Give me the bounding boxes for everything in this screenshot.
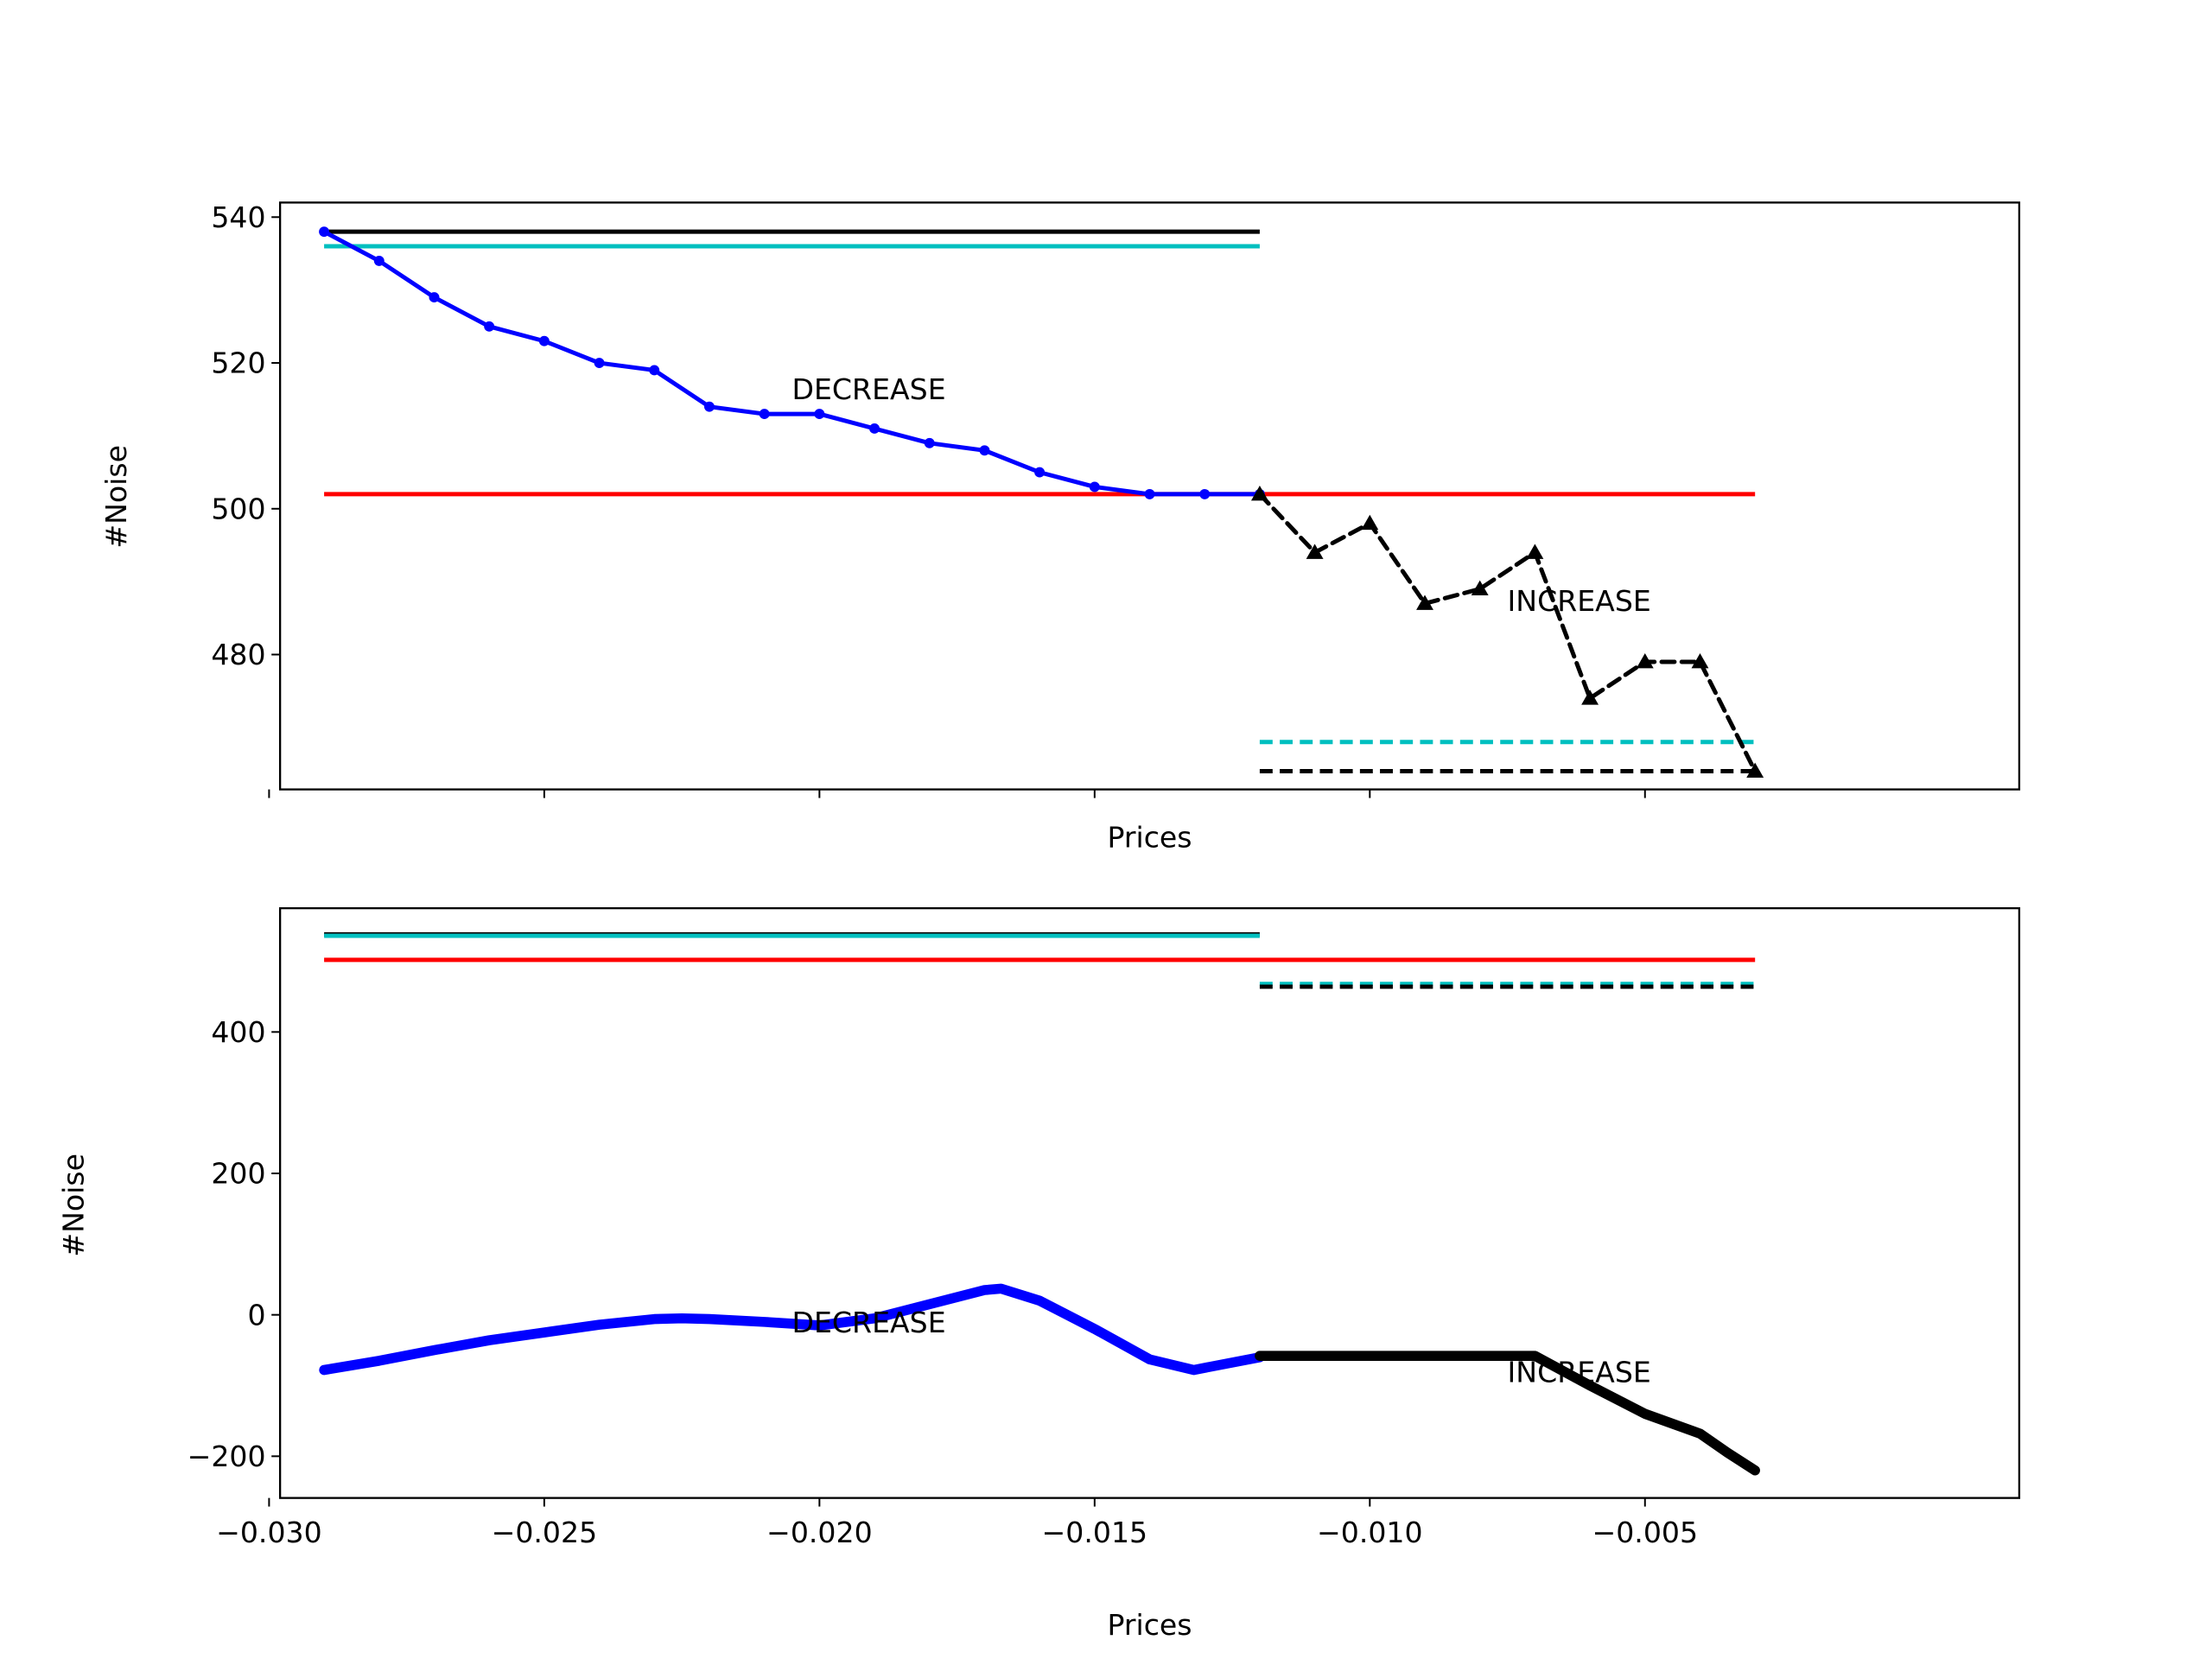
bottom-plot-xtick-label: −0.015 [1042, 1516, 1148, 1549]
bottom-plot-xlabel: Prices [1107, 1608, 1192, 1642]
bottom-plot-annotation-decrease: DECREASE [792, 1306, 946, 1339]
top-plot-ytick-label: 540 [211, 200, 265, 234]
bottom-plot-annotation-increase: INCREASE [1508, 1355, 1651, 1389]
top-plot-increase-point [1471, 580, 1489, 596]
top-plot-decrease-point [1089, 481, 1100, 493]
top-plot-ytick-label: 500 [211, 492, 265, 525]
top-plot-increase-point [1526, 543, 1544, 559]
top-plot-decrease-point [319, 226, 330, 238]
bottom-plot-ytick-label: −200 [188, 1440, 266, 1473]
top-plot-decrease-point [704, 401, 715, 412]
top-plot-decrease-point [1199, 488, 1211, 499]
top-plot-increase-point [1250, 485, 1268, 501]
bottom-plot-panel: Prices #Noise −0.030 −0.025 −0.020 −0.015 −0… [56, 906, 2021, 1642]
top-plot-data-area [319, 226, 1764, 778]
bottom-plot-data-area [319, 931, 1760, 1476]
bottom-plot-marks: −0.030 −0.025 −0.020 −0.015 −0.010 −0.005 −200… [188, 931, 1760, 1549]
top-plot-annotation-decrease: DECREASE [792, 372, 946, 406]
bottom-plot-xtick-label: −0.010 [1317, 1516, 1423, 1549]
top-plot-increase-line [1257, 492, 1758, 774]
top-plot-decrease-line [321, 229, 1262, 497]
top-plot-decrease-point [373, 255, 385, 266]
bottom-plot-xtick-label: −0.005 [1592, 1516, 1698, 1549]
top-plot-frame [278, 201, 2021, 791]
top-plot-increase-point [1306, 543, 1324, 559]
top-plot-decrease-point [594, 358, 605, 368]
bottom-plot-ytick-label: 400 [211, 1015, 265, 1049]
bottom-plot-ytick-label: 200 [211, 1157, 265, 1191]
top-plot-increase-point [1416, 594, 1433, 610]
top-plot-decrease-point [484, 321, 495, 332]
bottom-plot-xtick-label: −0.020 [766, 1516, 873, 1549]
top-plot-ylabel: #Noise [99, 445, 133, 549]
top-plot-annotation-increase: INCREASE [1508, 584, 1651, 618]
top-plot-decrease-point [869, 423, 880, 434]
bottom-plot-decrease-line [319, 1283, 1265, 1376]
bottom-plot-xtick-label: −0.030 [216, 1516, 322, 1549]
top-plot-increase-point [1691, 653, 1709, 669]
top-plot-decrease-point [814, 409, 825, 420]
top-plot-panel: Prices #Noise 480 500 520 540 DECREASE INCREA… [99, 200, 2021, 855]
bottom-plot-increase-line [1255, 1351, 1760, 1476]
top-plot-decrease-point [759, 409, 770, 420]
bottom-plot-ylabel: #Noise [56, 1154, 90, 1257]
bottom-plot-ytick-label: 0 [247, 1298, 265, 1332]
top-plot-ytick-label: 520 [211, 346, 265, 380]
top-plot-ytick-label: 480 [211, 638, 265, 671]
top-plot-decrease-point [1034, 467, 1046, 478]
bottom-plot-xtick-label: −0.025 [492, 1516, 598, 1549]
top-plot-increase-point [1581, 690, 1599, 705]
top-plot-decrease-point [649, 365, 660, 376]
top-plot-decrease-point [429, 292, 440, 303]
bottom-plot-frame [278, 906, 2021, 1499]
top-plot-xlabel: Prices [1107, 821, 1192, 855]
top-plot-marks: 480 500 520 540 DECREASE INCREASE [211, 200, 1764, 798]
top-plot-increase-point [1636, 653, 1654, 669]
top-plot-decrease-point [1144, 488, 1155, 499]
top-plot-increase-point [1361, 514, 1379, 531]
top-plot-decrease-point [538, 335, 550, 346]
top-plot-increase-point [1746, 762, 1764, 778]
top-plot-decrease-point [979, 445, 990, 456]
top-plot-decrease-point [924, 437, 935, 448]
